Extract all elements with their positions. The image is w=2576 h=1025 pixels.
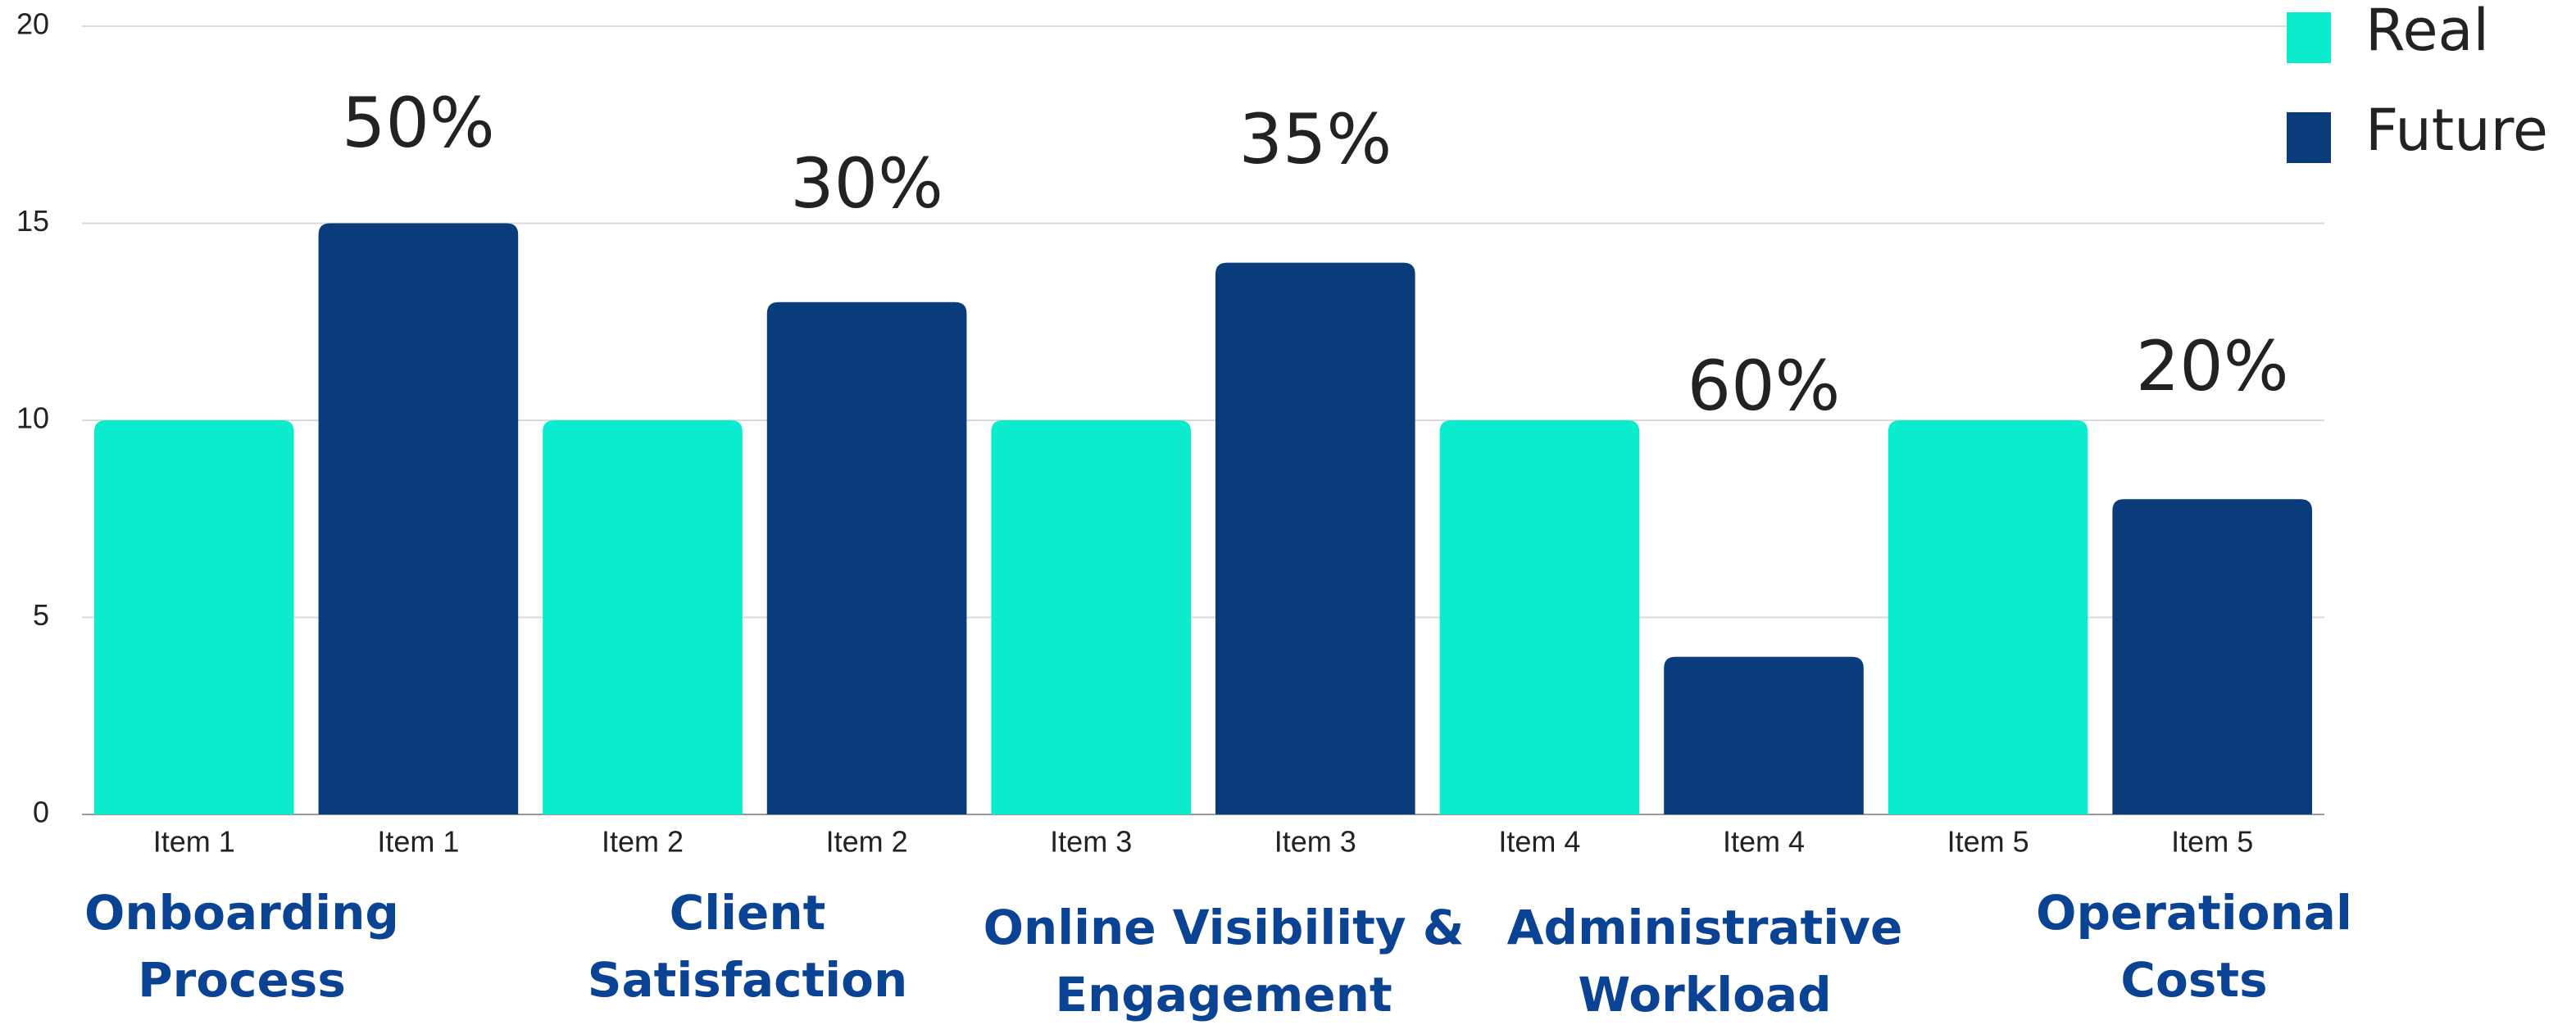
legend-label: Future [2365,97,2548,164]
annotation: 30% [790,143,943,224]
annotation: 60% [1688,346,1841,426]
bar [1215,262,1415,815]
group-label: Client [670,885,826,941]
x-tick-label: Item 3 [1050,825,1132,859]
legend-swatch [2287,12,2331,63]
bar [1439,420,1640,814]
group-label: Process [138,952,346,1008]
bar [1888,420,2088,814]
group-label: Online Visibility & [984,900,1465,955]
x-tick-label: Item 4 [1723,825,1805,859]
x-tick-label: Item 3 [1274,825,1356,859]
x-tick-label: Item 1 [153,825,235,859]
x-tick-label: Item 5 [1947,825,2029,859]
group-label: Administrative [1507,900,1903,955]
y-tick-label: 5 [33,598,49,632]
group-label: Costs [2120,952,2267,1008]
annotation: 35% [1238,99,1392,179]
bar [94,420,294,814]
x-tick-label: Item 5 [2171,825,2253,859]
group-label: Workload [1578,967,1831,1023]
bar [318,223,519,814]
group-label: Engagement [1055,967,1392,1023]
bar [766,302,967,814]
group-label: Satisfaction [588,952,908,1008]
legend-label: Real [2365,0,2489,64]
x-tick-label: Item 2 [602,825,684,859]
group-label: Onboarding [84,885,399,941]
x-tick-label: Item 2 [826,825,908,859]
annotation: 20% [2136,326,2289,406]
bar [2112,499,2312,814]
y-tick-label: 20 [16,7,49,41]
x-tick-label: Item 1 [377,825,459,859]
group-label: Operational [2036,885,2352,941]
y-tick-label: 15 [16,204,49,238]
y-tick-label: 10 [16,401,49,435]
y-tick-label: 0 [33,796,49,829]
bar [991,420,1191,814]
legend-swatch [2287,112,2331,163]
bar [543,420,743,814]
annotation: 50% [342,83,495,163]
x-tick-label: Item 4 [1498,825,1580,859]
bar [1664,656,1864,814]
